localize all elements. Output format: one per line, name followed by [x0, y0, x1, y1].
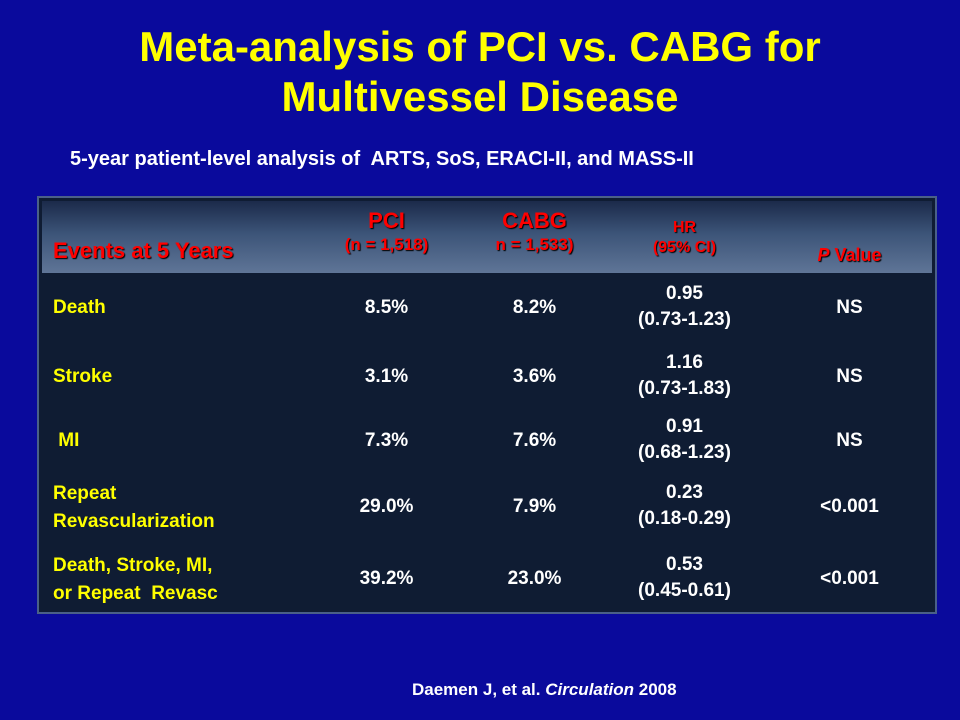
- citation-authors: Daemen J, et al.: [412, 680, 546, 699]
- pci-value: 29.0%: [359, 496, 414, 517]
- slide-title: Meta-analysis of PCI vs. CABG for Multiv…: [0, 22, 960, 122]
- hr-cell: 0.95 (0.73-1.23): [617, 281, 752, 333]
- hr-ci: (0.73-1.23): [638, 309, 731, 330]
- slide-title-line-2: Multivessel Disease: [281, 73, 679, 120]
- cabg-value: 7.9%: [512, 496, 557, 517]
- hr-cell: 0.91 (0.68-1.23): [617, 414, 752, 466]
- row-label: Death, Stroke, MI, or Repeat Revasc: [53, 552, 218, 608]
- row-label: Repeat Revascularization: [53, 480, 215, 536]
- pci-value: 3.1%: [364, 366, 409, 387]
- hr-cell: 0.53 (0.45-0.61): [617, 552, 752, 604]
- row-label-line-2: Revascularization: [53, 511, 215, 532]
- slide-title-line-1: Meta-analysis of PCI vs. CABG for: [139, 23, 821, 70]
- row-label-line-1: Repeat: [53, 483, 117, 504]
- p-value: <0.001: [820, 568, 879, 589]
- hr-ci: (0.45-0.61): [638, 580, 731, 601]
- p-value: NS: [836, 297, 863, 318]
- pci-value: 7.3%: [364, 430, 409, 451]
- cabg-value: 7.6%: [512, 430, 557, 451]
- row-label: Stroke: [53, 363, 112, 391]
- row-label: Death: [53, 294, 106, 322]
- row-label: MI: [53, 427, 79, 455]
- results-table: Events at 5 Years PCI (n = 1,518) CABG n…: [37, 196, 937, 614]
- header-p-value: P Value: [777, 245, 922, 266]
- header-hr: HR (95% CI): [617, 218, 752, 258]
- cabg-value: 3.6%: [512, 366, 557, 387]
- p-value: <0.001: [820, 496, 879, 517]
- header-hr-label: HR: [672, 219, 697, 236]
- hr-ci: (0.18-0.29): [638, 508, 731, 529]
- p-value: NS: [836, 430, 863, 451]
- hr-value: 1.16: [666, 352, 703, 373]
- row-label-line-2: or Repeat Revasc: [53, 583, 218, 604]
- cabg-value: 8.2%: [512, 297, 557, 318]
- header-hr-ci: (95% CI): [652, 239, 717, 256]
- hr-cell: 1.16 (0.73-1.83): [617, 350, 752, 402]
- header-pci-n: (n = 1,518): [344, 235, 429, 254]
- header-p-rest: Value: [829, 245, 882, 265]
- header-p-italic: P: [817, 245, 830, 265]
- hr-value: 0.91: [666, 416, 703, 437]
- header-pci-label: PCI: [368, 208, 405, 233]
- row-label-line-1: MI: [53, 430, 80, 451]
- hr-cell: 0.23 (0.18-0.29): [617, 480, 752, 532]
- hr-value: 0.23: [666, 482, 703, 503]
- hr-ci: (0.73-1.83): [638, 378, 731, 399]
- header-cabg-n: n = 1,533): [495, 235, 574, 254]
- citation-journal: Circulation: [545, 680, 635, 699]
- row-label-line-1: Death, Stroke, MI,: [53, 555, 213, 576]
- p-value: NS: [836, 366, 863, 387]
- slide-subtitle: 5-year patient-level analysis of ARTS, S…: [70, 148, 694, 170]
- hr-value: 0.95: [666, 283, 703, 304]
- header-pci: PCI (n = 1,518): [319, 208, 454, 256]
- table-header: [42, 201, 932, 273]
- header-cabg-label: CABG: [502, 208, 567, 233]
- header-cabg: CABG n = 1,533): [467, 208, 602, 256]
- cabg-value: 23.0%: [507, 568, 562, 589]
- hr-ci: (0.68-1.23): [638, 442, 731, 463]
- pci-value: 8.5%: [364, 297, 409, 318]
- pci-value: 39.2%: [359, 568, 414, 589]
- citation-year: 2008: [634, 680, 677, 699]
- header-events: Events at 5 Years: [53, 238, 234, 263]
- row-label-line-1: Death: [53, 297, 106, 318]
- row-label-line-1: Stroke: [53, 366, 113, 387]
- citation: Daemen J, et al. Circulation 2008: [412, 680, 677, 700]
- hr-value: 0.53: [666, 554, 703, 575]
